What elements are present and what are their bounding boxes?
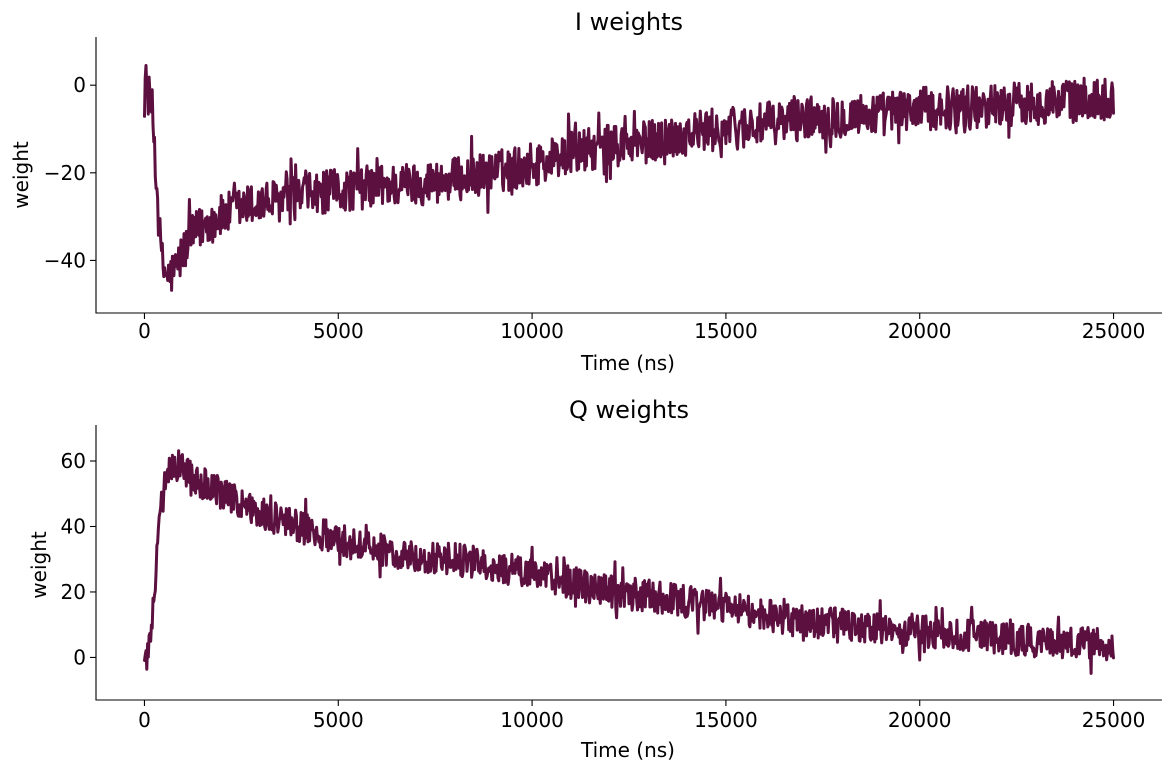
y-tick-label: 60 xyxy=(61,449,86,473)
i-weights-panel: I weights 0 5000 10000 15000 20000 25000 0 −20… xyxy=(9,8,1162,375)
x-ticks: 0 5000 10000 15000 20000 25000 xyxy=(138,313,1145,343)
x-tick-label: 10000 xyxy=(500,708,564,732)
y-tick-label: 0 xyxy=(73,73,86,97)
y-tick-label: 20 xyxy=(61,580,86,604)
x-axis-label: Time (ns) xyxy=(580,351,675,375)
y-ticks: 0 −20 −40 xyxy=(44,73,96,272)
chart-title: Q weights xyxy=(569,396,689,424)
series-layer xyxy=(143,64,1115,292)
y-tick-label: 0 xyxy=(73,645,86,669)
y-axis-label: weight xyxy=(9,141,33,209)
x-tick-label: 0 xyxy=(138,319,151,343)
q-weights-panel: Q weights 0 5000 10000 15000 20000 25000 0 20 4… xyxy=(27,396,1162,762)
series-line xyxy=(143,449,1115,675)
y-tick-label: 40 xyxy=(61,514,86,538)
x-tick-label: 25000 xyxy=(1082,708,1146,732)
x-tick-label: 20000 xyxy=(888,708,952,732)
x-tick-label: 5000 xyxy=(313,319,364,343)
x-tick-label: 15000 xyxy=(694,708,758,732)
y-tick-label: −40 xyxy=(44,248,86,272)
x-tick-label: 15000 xyxy=(694,319,758,343)
axis-spines xyxy=(95,425,1162,701)
x-tick-label: 20000 xyxy=(888,319,952,343)
x-tick-label: 25000 xyxy=(1082,319,1146,343)
x-tick-label: 5000 xyxy=(313,708,364,732)
chart-title: I weights xyxy=(575,8,683,36)
series-line xyxy=(143,64,1115,292)
x-ticks: 0 5000 10000 15000 20000 25000 xyxy=(138,700,1145,732)
series-layer xyxy=(143,449,1115,675)
y-ticks: 0 20 40 60 xyxy=(61,449,96,669)
x-tick-label: 10000 xyxy=(500,319,564,343)
y-axis-label: weight xyxy=(27,531,51,599)
x-tick-label: 0 xyxy=(138,708,151,732)
y-tick-label: −20 xyxy=(44,161,86,185)
axis-spines xyxy=(95,37,1162,314)
x-axis-label: Time (ns) xyxy=(580,738,675,762)
